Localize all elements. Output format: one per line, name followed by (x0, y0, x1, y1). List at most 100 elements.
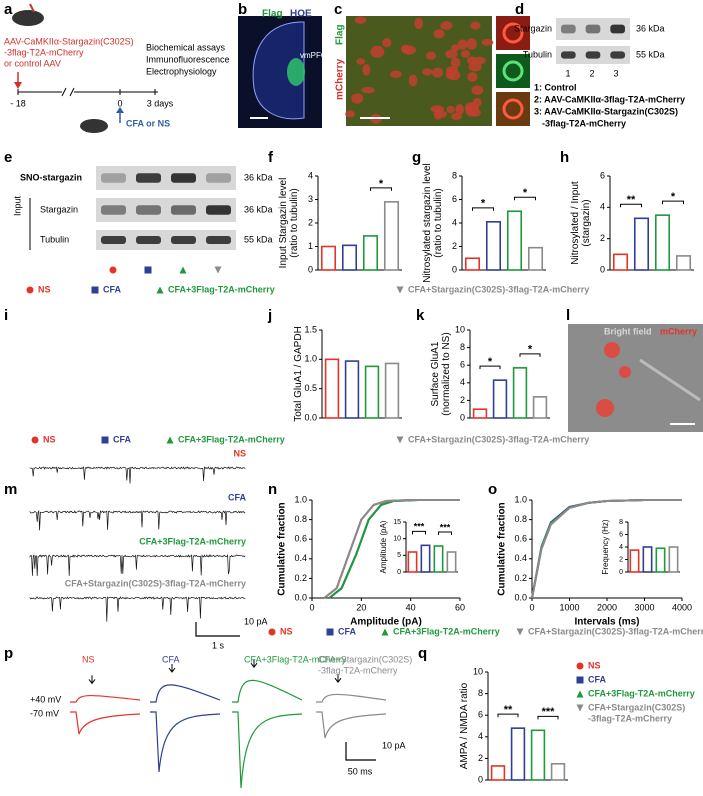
cell (467, 56, 477, 65)
y-tick-label: 0.8 (514, 514, 527, 524)
significance: * (528, 344, 533, 356)
current-trace (70, 711, 141, 735)
label: +40 mV (30, 694, 61, 704)
cell (604, 342, 620, 358)
cell (356, 58, 366, 65)
bar (654, 214, 671, 271)
legend-marker (268, 628, 276, 636)
bar (407, 551, 418, 573)
x-tick-label: 3000 (634, 602, 654, 612)
label: 50 ms (348, 766, 373, 776)
blot-band (171, 236, 196, 244)
y-tick-label: 1.5 (304, 324, 317, 334)
current-trace (232, 679, 303, 703)
inset-image (496, 16, 530, 50)
y-tick-label: 8 (452, 170, 457, 180)
label: Bright field (604, 326, 652, 336)
label: Stargazin (514, 23, 552, 33)
significance-bracket (514, 196, 536, 201)
cell (466, 38, 477, 50)
significance-bracket (438, 531, 452, 535)
y-axis-label: Total GluA1 / GAPDH (293, 326, 304, 422)
bar (324, 358, 340, 419)
current-trace (316, 693, 387, 703)
bar (633, 217, 650, 271)
legend-label: CFA (588, 674, 607, 684)
blot-band (561, 24, 576, 34)
y-tick-label: 4 (308, 170, 313, 180)
mouse-icon (80, 119, 108, 133)
label: -3flag-T2A-mCherry (318, 665, 398, 675)
x-axis-label: Intervals (ms) (574, 617, 639, 628)
y-tick-label: 6 (600, 170, 605, 180)
y-tick-label: 0 (600, 264, 605, 274)
legend-label: CFA (338, 626, 357, 636)
y-tick-label: 0.6 (514, 534, 527, 544)
cell (473, 56, 486, 65)
bar (384, 362, 400, 419)
legend-marker (396, 436, 404, 444)
legend-label: NS (280, 626, 293, 636)
label: 36 kDa (636, 23, 665, 33)
image (568, 324, 703, 432)
label: 1 s (212, 640, 225, 650)
bar (612, 253, 629, 271)
label: or control AAV (4, 58, 61, 68)
cell (619, 366, 631, 378)
label: 2: AAV-CaMKIIα-3flag-T2A-mCherry (534, 94, 685, 104)
label: 10 pA (244, 616, 268, 626)
significance-bracket (412, 530, 426, 535)
x-tick-label: 2000 (597, 602, 617, 612)
y-tick-label: 15 (393, 519, 401, 526)
label: -3flag-T2A-mCherry (4, 47, 84, 57)
y-tick-label: 0.0 (304, 412, 317, 422)
significance-bracket (537, 715, 559, 720)
cell (422, 68, 433, 76)
cell (433, 29, 445, 39)
y-tick-label: 0 (460, 412, 465, 422)
y-tick-label: 1 (308, 241, 313, 251)
cell (432, 67, 444, 78)
bar (506, 210, 523, 271)
panel-label: h (560, 149, 569, 166)
bar (362, 235, 379, 271)
arrow (250, 659, 258, 669)
bar (668, 546, 679, 573)
current-trace (29, 466, 246, 484)
legend-label: CFA (103, 284, 122, 294)
current-trace (70, 694, 141, 703)
current-trace (29, 553, 246, 577)
cell (440, 21, 453, 30)
y-tick-label: 1.0 (514, 494, 527, 504)
cell (502, 60, 524, 82)
y-tick-label: 6 (478, 710, 483, 720)
y-tick-label: 6 (460, 360, 465, 370)
significance: * (481, 198, 486, 210)
legend-marker (576, 690, 584, 698)
label: Flag (335, 24, 346, 45)
legend-marker (91, 286, 99, 294)
label: NS (233, 448, 246, 458)
legend-marker (326, 628, 334, 636)
arrow (116, 107, 124, 113)
label: 3 (613, 68, 618, 78)
x-tick-label: 1000 (559, 602, 579, 612)
bar (642, 546, 653, 573)
y-tick-label: 4 (600, 202, 605, 212)
bar (344, 360, 360, 419)
current-trace (150, 684, 221, 703)
blot-band (610, 51, 625, 59)
blot-band (206, 205, 231, 215)
y-axis-label: Nitrosylated stargazin level (422, 163, 433, 283)
cell (455, 104, 465, 115)
cell (464, 101, 479, 114)
y-axis-label: Frequency (Hz) (601, 519, 610, 574)
cell (446, 66, 459, 74)
legend-marker (214, 266, 222, 274)
label: 36 kDa (244, 172, 273, 182)
y-tick-label: 0.4 (514, 553, 527, 563)
legend-label: NS (588, 660, 601, 670)
significance: *** (440, 522, 451, 532)
label: CFA (228, 492, 247, 502)
y-tick-label: 10 (473, 666, 483, 676)
